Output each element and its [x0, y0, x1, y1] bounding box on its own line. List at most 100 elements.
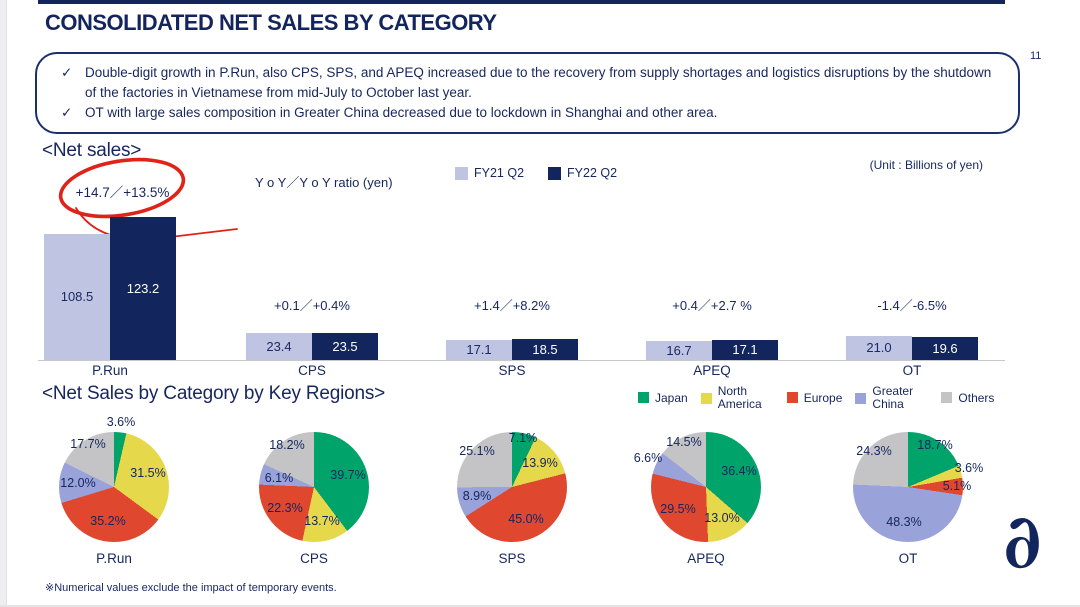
bar-value-label: 19.6 [932, 341, 958, 356]
legend-label: North America [717, 384, 762, 411]
pie-slice-label-greater-china: 8.9% [462, 489, 492, 503]
bar-category-label: APEQ [693, 363, 731, 378]
yoy-ratio-axis-label: Y o Y／Y o Y ratio (yen) [255, 175, 393, 190]
pie-cps [259, 432, 369, 542]
pie-slice-label-greater-china: 48.3% [886, 515, 922, 529]
bar-cps-fy22 [312, 333, 378, 360]
bar-value-label: 21.0 [866, 340, 892, 355]
pie-slice-label-greater-china: 12.0% [60, 476, 96, 490]
legend-item-others: Others [941, 390, 995, 405]
legend-swatch-icon [455, 167, 468, 181]
legend-swatch-icon [786, 392, 798, 404]
bar-ot-fy22 [912, 337, 978, 360]
pie-slice-label-north-america: 13.0% [704, 511, 740, 525]
pie-category-label: SPS [498, 551, 526, 566]
legend-item-fy21-q2: FY21 Q2 [455, 166, 525, 181]
pie-slice-label-north-america: 13.9% [522, 456, 558, 470]
callout-bullet: ✓ OT with large sales composition in Gre… [61, 103, 1000, 123]
legend-label: FY21 Q2 [474, 166, 525, 180]
pie-slice-label-europe: 5.1% [942, 479, 972, 493]
bar-sps-fy21 [446, 340, 512, 360]
legend-swatch-icon [855, 392, 867, 404]
page-number: 11 [1030, 50, 1042, 62]
bar-value-label: 108.5 [60, 289, 94, 304]
bar-chart-legend: FY21 Q2 FY22 Q2 [455, 166, 618, 181]
asics-logo: ∂ [996, 496, 1048, 588]
bar-value-label: 17.1 [732, 342, 758, 357]
check-icon: ✓ [61, 104, 73, 120]
legend-item-greater-china: Greater China [855, 385, 928, 411]
pie-slice-label-north-america: 31.5% [130, 466, 166, 480]
bar-prun-fy21 [44, 234, 110, 360]
pie-slice-label-north-america: 3.6% [954, 461, 984, 475]
callout-bullet-text: OT with large sales composition in Great… [85, 104, 718, 120]
yoy-ratio-label: +0.4／+2.7 % [672, 298, 752, 313]
callout-bullet-text: Double-digit growth in P.Run, also CPS, … [85, 65, 992, 100]
regions-heading: <Net Sales by Category by Key Regions> [42, 383, 386, 404]
pie-slice-label-europe: 45.0% [508, 512, 544, 526]
pie-slice-label-north-america: 13.7% [304, 514, 340, 528]
bar-ot-fy21 [846, 336, 912, 360]
pie-slice-label-greater-china: 6.1% [264, 471, 294, 485]
pie-slice-label-others: 17.7% [70, 437, 106, 451]
yoy-ratio-label: -1.4／-6.5% [877, 298, 947, 313]
pie-ot [853, 432, 963, 542]
page-title: CONSOLIDATED NET SALES BY CATEGORY [45, 10, 497, 35]
bar-apeq-fy21 [646, 341, 712, 360]
bar-category-label: CPS [298, 363, 326, 378]
unit-label: (Unit : Billions of yen) [869, 158, 983, 172]
bar-value-label: 23.4 [266, 339, 292, 354]
bar-category-label: P.Run [92, 363, 128, 378]
legend-label: Europe [803, 390, 843, 405]
highlight-yoy-ratio: +14.7／+13.5% [75, 185, 170, 200]
bar-category-label: OT [902, 363, 922, 378]
legend-swatch-icon [548, 167, 562, 181]
bar-apeq-fy22 [712, 340, 778, 360]
summary-callout-box: ✓ Double-digit growth in P.Run, also CPS… [35, 52, 1020, 134]
pie-sps [457, 432, 567, 542]
bar-value-label: 23.5 [332, 339, 358, 354]
pie-slice-label-japan: 36.4% [721, 464, 757, 478]
callout-bullet: ✓ Double-digit growth in P.Run, also CPS… [61, 63, 1000, 103]
pie-slice-label-greater-china: 6.6% [633, 451, 663, 465]
legend-label: FY22 Q2 [567, 166, 618, 180]
pie-slice-label-japan: 18.7% [917, 438, 953, 452]
pie-slice-label-japan: 3.6% [106, 415, 136, 429]
bar-value-label: 18.5 [532, 342, 558, 357]
bar-value-label: 16.7 [666, 343, 692, 358]
check-icon: ✓ [61, 65, 73, 80]
legend-label: Others [958, 390, 995, 405]
pie-category-label: P.Run [96, 551, 132, 566]
bar-sps-fy22 [512, 339, 578, 360]
legend-swatch-icon [700, 392, 712, 404]
legend-label: Greater China [872, 384, 914, 411]
bar-chart-baseline [38, 360, 1005, 361]
top-accent-bar [38, 0, 1005, 4]
net-sales-heading: <Net sales> [42, 140, 142, 161]
legend-label: Japan [655, 390, 688, 405]
legend-item-japan: Japan [638, 390, 688, 405]
bar-cps-fy21 [246, 333, 312, 360]
yoy-ratio-label: +1.4／+8.2% [474, 298, 550, 313]
pie-slice-label-others: 25.1% [459, 444, 495, 458]
legend-swatch-icon [941, 392, 953, 404]
pie-prun [59, 432, 169, 542]
yoy-ratio-label: +0.1／+0.4% [274, 298, 350, 313]
legend-swatch-icon [638, 392, 649, 404]
bar-value-label: 17.1 [466, 342, 492, 357]
pie-slice-label-japan: 7.1% [508, 431, 538, 445]
region-legend: Japan North America Europe Greater China Oth… [638, 383, 994, 413]
pie-category-label: APEQ [687, 551, 725, 566]
pie-slice-label-europe: 22.3% [267, 501, 303, 515]
pie-category-label: CPS [300, 551, 328, 566]
pie-slice-label-europe: 35.2% [90, 514, 126, 528]
footnote: ※Numerical values exclude the impact of … [45, 582, 337, 594]
pie-slice-label-others: 14.5% [666, 435, 702, 449]
pie-apeq [651, 432, 761, 542]
legend-item-europe: Europe [786, 390, 843, 405]
legend-item-north-america: North America [700, 384, 774, 411]
pie-slice-label-japan: 39.7% [330, 468, 366, 482]
bar-category-label: SPS [498, 363, 526, 378]
pie-category-label: OT [898, 551, 918, 566]
